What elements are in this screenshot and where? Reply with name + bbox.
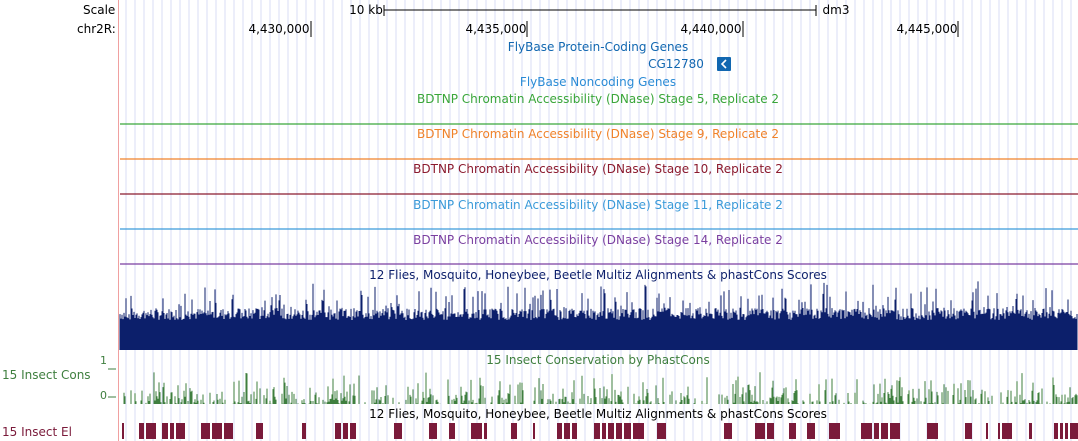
gene-feature[interactable]: [717, 57, 731, 71]
scale-bar-label: 10 kb: [349, 3, 383, 17]
elements-track-title[interactable]: 12 Flies, Mosquito, Honeybee, Beetle Mul…: [369, 407, 827, 421]
chrom-label: chr2R:: [77, 22, 116, 36]
conserved-element: [212, 423, 222, 439]
conserved-element: [511, 423, 517, 439]
conserved-element: [146, 423, 156, 439]
conserved-element: [176, 423, 185, 439]
phastcons-ymax: 1: [100, 354, 107, 367]
conserved-element: [302, 423, 306, 439]
conserved-element: [162, 423, 168, 439]
conserved-element: [471, 423, 482, 439]
conserved-element: [1070, 423, 1078, 439]
conserved-element: [335, 423, 341, 439]
conserved-element: [724, 423, 732, 439]
conserved-element: [1054, 423, 1058, 439]
conserved-element: [533, 423, 535, 439]
position-label: 4,435,000: [465, 22, 527, 36]
conserved-element: [170, 423, 174, 439]
dnase-stage10-title[interactable]: BDTNP Chromatin Accessibility (DNase) St…: [413, 162, 783, 176]
conserved-element: [572, 423, 577, 439]
protein-coding-track-title[interactable]: FlyBase Protein-Coding Genes: [507, 40, 689, 54]
conserved-element: [633, 423, 644, 439]
conserved-element: [256, 423, 263, 439]
conserved-element: [594, 423, 600, 439]
conserved-element: [602, 423, 606, 439]
conserved-element: [624, 423, 631, 439]
conserved-element: [755, 423, 765, 439]
assembly-label: dm3: [822, 3, 850, 17]
dnase-stage11-title[interactable]: BDTNP Chromatin Accessibility (DNase) St…: [413, 198, 783, 212]
conserved-element: [122, 423, 124, 439]
conserved-element: [890, 423, 900, 439]
multiz-wiggle: [119, 281, 1078, 350]
phastcons-ymin: 0: [100, 389, 107, 402]
phastcons-side-label[interactable]: 15 Insect Cons: [2, 368, 91, 382]
conserved-element: [429, 423, 437, 439]
conserved-element: [484, 423, 487, 439]
conserved-element: [807, 423, 815, 439]
position-label: 4,430,000: [248, 22, 310, 36]
conserved-element: [861, 423, 872, 439]
dnase-stage5-title[interactable]: BDTNP Chromatin Accessibility (DNase) St…: [416, 92, 780, 106]
conserved-element: [1065, 423, 1068, 439]
noncoding-track-title[interactable]: FlyBase Noncoding Genes: [519, 75, 677, 89]
conserved-element: [657, 423, 666, 439]
elements-side-label[interactable]: 15 Insect El: [2, 425, 72, 439]
sidebar-separator: [118, 0, 119, 441]
chevron-left-icon: [720, 59, 727, 69]
dnase-stage9-title[interactable]: BDTNP Chromatin Accessibility (DNase) St…: [416, 127, 780, 141]
scale-label: Scale: [83, 3, 116, 17]
conserved-element: [201, 423, 210, 439]
conserved-element: [927, 423, 938, 439]
dnase-stage14-title[interactable]: BDTNP Chromatin Accessibility (DNase) St…: [413, 233, 783, 247]
conserved-element: [616, 423, 622, 439]
phastcons-track-title[interactable]: 15 Insect Conservation by PhastCons: [486, 353, 710, 367]
conserved-element: [986, 423, 988, 439]
conserved-element: [767, 423, 774, 439]
conserved-element: [1060, 423, 1063, 439]
conserved-element: [394, 423, 402, 439]
conserved-element: [965, 423, 972, 439]
conserved-element: [564, 423, 570, 439]
position-label: 4,440,000: [680, 22, 742, 36]
conserved-element: [829, 423, 840, 439]
conserved-element: [1029, 423, 1032, 439]
conserved-element: [350, 423, 356, 439]
conserved-element: [449, 423, 455, 439]
conserved-element: [874, 423, 879, 439]
conserved-element: [998, 423, 1000, 439]
position-label: 4,445,000: [896, 22, 958, 36]
conserved-element: [1002, 423, 1012, 439]
conserved-element: [789, 423, 796, 439]
phastcons-bars: [123, 372, 1078, 404]
multiz-track-title[interactable]: 12 Flies, Mosquito, Honeybee, Beetle Mul…: [369, 268, 827, 282]
conserved-element: [608, 423, 614, 439]
conserved-element: [224, 423, 233, 439]
gene-label[interactable]: CG12780: [648, 57, 704, 71]
conserved-element: [343, 423, 348, 439]
conserved-element: [881, 423, 888, 439]
track-label-sidebar: Scale chr2R: 15 Insect Cons 1 0 15 Insec…: [0, 0, 119, 441]
conserved-element: [557, 423, 562, 439]
conserved-element: [139, 423, 144, 439]
